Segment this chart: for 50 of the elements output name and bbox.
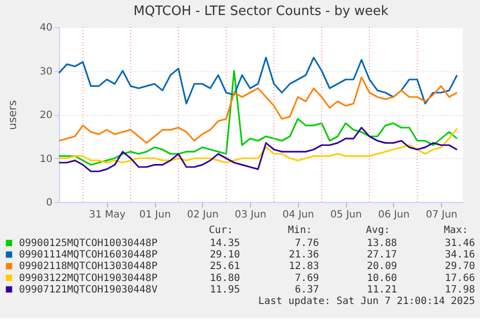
text: 31.46 bbox=[444, 238, 475, 249]
text: 29.10 bbox=[210, 250, 240, 261]
text: Last update: Sat Jun 7 21:00:14 2025 bbox=[258, 296, 475, 307]
text: Min: bbox=[288, 225, 312, 236]
x-tick-label: 06 Jun bbox=[378, 210, 410, 220]
text: 21.36 bbox=[288, 250, 319, 261]
y-tick-label: 20 bbox=[40, 110, 52, 121]
legend-label: 09907121MQTCOH19030448V bbox=[19, 284, 158, 296]
x-tick-label: 05 Jun bbox=[330, 210, 362, 220]
text: 7.76 bbox=[294, 238, 319, 249]
text: 7.69 bbox=[294, 272, 319, 284]
x-tick-label: 02 Jun bbox=[187, 210, 219, 220]
line-series bbox=[58, 126, 458, 172]
text: 14.35 bbox=[210, 238, 240, 249]
text: 25.61 bbox=[210, 261, 240, 272]
legend-label: 09903122MQTCOH19030448P bbox=[19, 272, 158, 284]
text: 12.83 bbox=[288, 261, 319, 272]
text: Cur: bbox=[208, 225, 233, 236]
line-series bbox=[58, 128, 458, 164]
y-tick-label: 0 bbox=[46, 198, 52, 208]
text: 17.66 bbox=[444, 272, 475, 284]
chart-title: MQTCOH - LTE Sector Counts - by week bbox=[134, 4, 389, 19]
text: 6.37 bbox=[294, 284, 319, 296]
y-axis-title: users bbox=[6, 100, 19, 130]
text: 13.88 bbox=[366, 238, 397, 249]
x-tick-label: 07 Jun bbox=[426, 210, 458, 220]
text: 16.80 bbox=[210, 272, 240, 284]
legend-label: 09900125MQTCOH10030448P bbox=[19, 238, 158, 249]
text: 29.70 bbox=[444, 261, 475, 272]
legend-label: 09901114MQTCOH16030448P bbox=[19, 250, 158, 261]
text: 34.16 bbox=[444, 250, 475, 261]
x-tick-label: 04 Jun bbox=[282, 210, 314, 220]
legend-label: 09902118MQTCOH13030448P bbox=[19, 261, 158, 272]
text: 20.09 bbox=[366, 261, 397, 272]
text: Max: bbox=[444, 225, 468, 236]
y-tick-label: 10 bbox=[40, 154, 52, 165]
y-tick-label: 40 bbox=[40, 22, 52, 34]
x-tick-label: 31 May bbox=[88, 210, 126, 220]
text: 10.60 bbox=[366, 272, 397, 284]
y-tick-label: 30 bbox=[40, 66, 52, 78]
text: Avg: bbox=[366, 225, 390, 236]
text: 17.98 bbox=[444, 284, 475, 296]
text: 27.17 bbox=[366, 250, 397, 261]
line-series bbox=[58, 70, 458, 166]
line-series bbox=[58, 76, 458, 144]
text: 11.95 bbox=[210, 284, 240, 296]
x-tick-label: 01 Jun bbox=[139, 210, 171, 220]
x-tick-label: 03 Jun bbox=[234, 210, 266, 220]
text: 11.21 bbox=[366, 284, 397, 296]
line-series bbox=[58, 56, 458, 104]
